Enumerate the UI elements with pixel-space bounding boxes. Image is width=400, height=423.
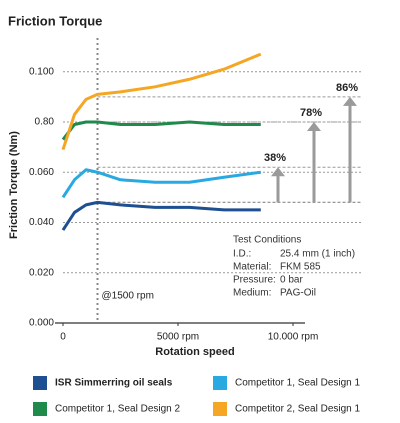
annotation-label: 86% xyxy=(336,82,358,94)
x-tick-label: 5000 rpm xyxy=(157,332,199,343)
line-series xyxy=(61,168,262,199)
y-tick-label: 0.060 xyxy=(29,167,54,178)
legend-swatch xyxy=(33,376,47,390)
chart-title: Friction Torque xyxy=(8,13,102,28)
legend-label: Competitor 1, Seal Design 2 xyxy=(55,404,181,415)
legend-swatch xyxy=(213,402,227,416)
line-series xyxy=(61,120,261,141)
line-series xyxy=(61,200,261,231)
vline-label: @1500 rpm xyxy=(102,291,154,302)
arrow-head xyxy=(343,96,357,106)
annotation-label: 38% xyxy=(264,152,286,164)
y-tick-label: 0.040 xyxy=(29,217,54,228)
legend-swatch xyxy=(213,376,227,390)
condition-value: 25.4 mm (1 inch) xyxy=(280,249,355,260)
legend-label: Competitor 2, Seal Design 1 xyxy=(235,404,361,415)
legend-swatch xyxy=(33,402,47,416)
y-tick-label: 0.000 xyxy=(29,318,54,329)
legend-label: ISR Simmerring oil seals xyxy=(55,378,173,389)
arrow-head xyxy=(271,167,285,177)
arrow-head xyxy=(307,121,321,131)
line-series xyxy=(61,52,262,151)
y-axis-label: Friction Torque (Nm) xyxy=(8,131,20,239)
x-tick-label: 0 xyxy=(60,332,66,343)
condition-value: FKM 585 xyxy=(280,262,321,273)
conditions-title: Test Conditions xyxy=(233,235,301,246)
x-tick-label: 10.000 rpm xyxy=(268,332,319,343)
condition-label: Pressure: xyxy=(233,275,276,286)
x-axis-label: Rotation speed xyxy=(155,346,234,358)
condition-label: Material: xyxy=(233,262,271,273)
annotation-label: 78% xyxy=(300,107,322,119)
condition-label: Medium: xyxy=(233,288,271,299)
y-tick-label: 0.020 xyxy=(29,267,54,278)
condition-value: 0 bar xyxy=(280,275,303,286)
legend-label: Competitor 1, Seal Design 1 xyxy=(235,378,361,389)
y-tick-label: 0.80 xyxy=(35,117,55,128)
condition-value: PAG-Oil xyxy=(280,288,316,299)
y-tick-label: 0.100 xyxy=(29,66,54,77)
condition-label: I.D.: xyxy=(233,249,251,260)
